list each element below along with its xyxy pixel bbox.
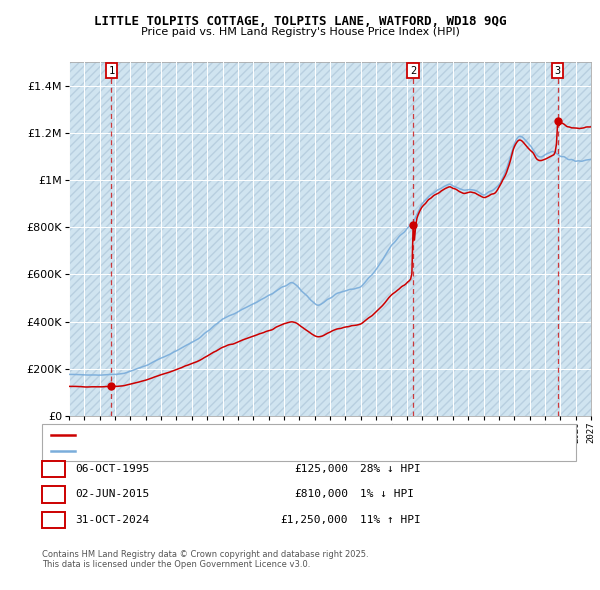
Text: 31-OCT-2024: 31-OCT-2024 (75, 515, 149, 525)
Text: Price paid vs. HM Land Registry's House Price Index (HPI): Price paid vs. HM Land Registry's House … (140, 27, 460, 37)
Text: 06-OCT-1995: 06-OCT-1995 (75, 464, 149, 474)
Text: 3: 3 (554, 66, 561, 76)
Text: 2: 2 (50, 490, 57, 499)
Text: £810,000: £810,000 (294, 490, 348, 499)
Text: 3: 3 (50, 515, 57, 525)
Text: Contains HM Land Registry data © Crown copyright and database right 2025.
This d: Contains HM Land Registry data © Crown c… (42, 550, 368, 569)
Text: 2: 2 (410, 66, 416, 76)
Text: LITTLE TOLPITS COTTAGE, TOLPITS LANE, WATFORD, WD18 9QG (detached house): LITTLE TOLPITS COTTAGE, TOLPITS LANE, WA… (78, 430, 481, 440)
Text: 1% ↓ HPI: 1% ↓ HPI (360, 490, 414, 499)
Text: 1: 1 (50, 464, 57, 474)
Text: 1: 1 (108, 66, 115, 76)
Bar (69, 62, 591, 416)
Text: 02-JUN-2015: 02-JUN-2015 (75, 490, 149, 499)
Text: 11% ↑ HPI: 11% ↑ HPI (360, 515, 421, 525)
Text: 28% ↓ HPI: 28% ↓ HPI (360, 464, 421, 474)
Text: £1,250,000: £1,250,000 (281, 515, 348, 525)
Text: HPI: Average price, detached house, Three Rivers: HPI: Average price, detached house, Thre… (78, 446, 320, 456)
Text: LITTLE TOLPITS COTTAGE, TOLPITS LANE, WATFORD, WD18 9QG: LITTLE TOLPITS COTTAGE, TOLPITS LANE, WA… (94, 15, 506, 28)
Text: £125,000: £125,000 (294, 464, 348, 474)
